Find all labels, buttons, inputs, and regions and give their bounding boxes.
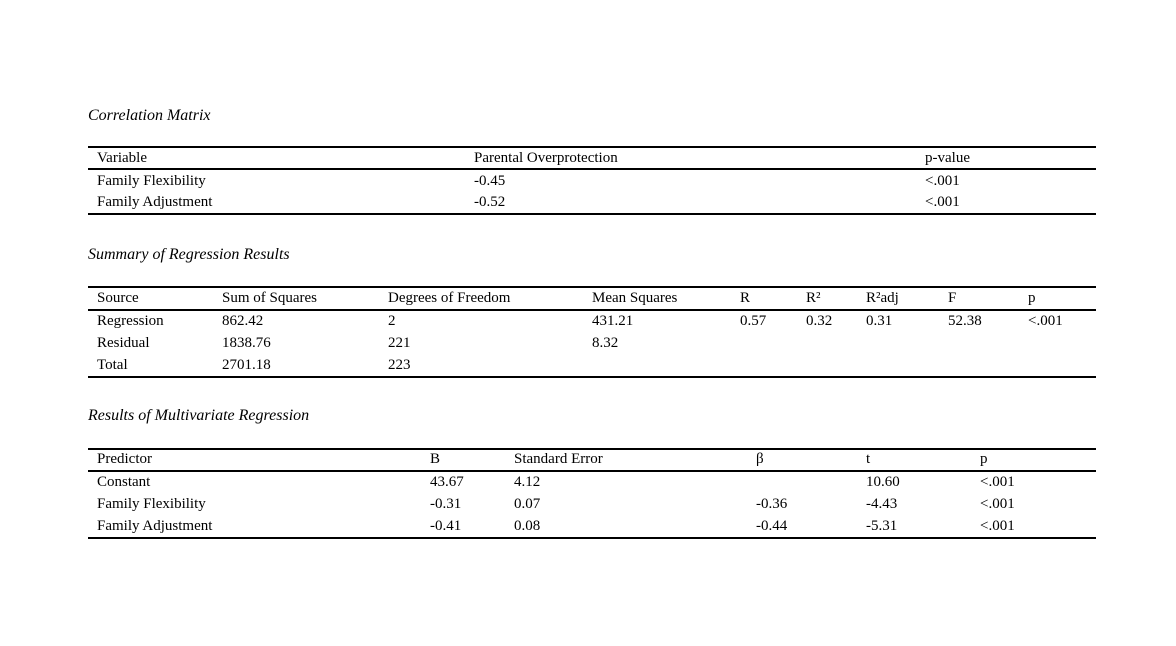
column-header: B: [430, 448, 514, 473]
table-header-row: Predictor B Standard Error β t p: [88, 448, 1096, 473]
column-header: t: [866, 448, 980, 473]
table-cell: Family Adjustment: [97, 518, 213, 535]
column-header: Mean Squares: [592, 287, 740, 311]
table-cell: [806, 354, 866, 376]
table-cell: [592, 354, 740, 376]
table-cell: Residual: [97, 334, 150, 351]
table-cell: -0.41: [430, 518, 462, 535]
table-row: Total 2701.18 223: [88, 354, 1096, 376]
table-cell: <.001: [1028, 312, 1063, 329]
table-cell: 431.21: [592, 312, 634, 329]
table-cell: Total: [97, 356, 128, 373]
section-title-regression-summary: Summary of Regression Results: [88, 246, 290, 264]
table-cell: 0.31: [866, 312, 893, 329]
table-cell: 0.08: [514, 518, 541, 535]
table-cell: [948, 332, 1028, 354]
correlation-matrix-table: Variable Parental Overprotection p-value…: [88, 146, 1096, 216]
table-cell: 221: [388, 334, 411, 351]
table-cell: 0.57: [740, 312, 767, 329]
section-title-correlation-matrix: Correlation Matrix: [88, 107, 211, 124]
column-header: p-value: [925, 147, 1096, 171]
table-cell: 862.42: [222, 312, 264, 329]
column-header: Degrees of Freedom: [388, 287, 592, 311]
column-header: Variable: [88, 147, 474, 171]
table-cell: 10.60: [866, 474, 900, 491]
table-cell: -0.52: [474, 193, 506, 210]
column-header: p: [980, 448, 1096, 473]
column-header: Standard Error: [514, 448, 756, 473]
column-header: F: [948, 287, 1028, 311]
table-cell: 0.07: [514, 496, 541, 513]
table-cell: [866, 354, 948, 376]
table-row: Family Flexibility -0.45 <.001: [88, 169, 1096, 191]
table-cell: 4.12: [514, 474, 541, 491]
table-cell: 43.67: [430, 474, 464, 491]
table-cell: Regression: [97, 312, 164, 329]
table-cell: -5.31: [866, 518, 898, 535]
table-cell: <.001: [925, 172, 960, 189]
section-title-multivariate-regression: Results of Multivariate Regression: [88, 406, 310, 424]
table-row: Family Adjustment -0.41 0.08 -0.44 -5.31…: [88, 516, 1096, 538]
table-cell: [806, 332, 866, 354]
column-header: Source: [88, 287, 222, 311]
table-cell: <.001: [980, 518, 1015, 535]
table-cell: <.001: [980, 474, 1015, 491]
table-row: Residual 1838.76 221 8.32: [88, 332, 1096, 354]
table-cell: -0.44: [756, 518, 788, 535]
table-cell: [1028, 332, 1096, 354]
table-cell: Family Adjustment: [97, 193, 213, 210]
table-cell: 223: [388, 356, 411, 373]
table-cell: 2701.18: [222, 356, 271, 373]
column-header: R²adj: [866, 287, 948, 311]
table-cell: [756, 471, 866, 493]
column-header: R²: [806, 287, 866, 311]
column-header: Sum of Squares: [222, 287, 388, 311]
column-header: p: [1028, 287, 1096, 311]
table-cell: 1838.76: [222, 334, 271, 351]
table-header-row: Variable Parental Overprotection p-value: [88, 147, 1096, 171]
table-cell: Family Flexibility: [97, 496, 206, 513]
multivariate-regression-table: Predictor B Standard Error β t p Constan…: [88, 447, 1096, 540]
table-cell: 8.32: [592, 334, 619, 351]
table-row: Constant 43.67 4.12 10.60 <.001: [88, 471, 1096, 493]
table-cell: [740, 354, 806, 376]
table-cell: 2: [388, 312, 396, 329]
table-cell: [948, 354, 1028, 376]
table-cell: Constant: [97, 474, 151, 491]
table-cell: 52.38: [948, 312, 982, 329]
table-cell: 0.32: [806, 312, 833, 329]
column-header: Predictor: [88, 448, 430, 473]
table-cell: [1028, 354, 1096, 376]
table-cell: <.001: [925, 193, 960, 210]
column-header: β: [756, 448, 866, 473]
column-header: R: [740, 287, 806, 311]
table-cell: Family Flexibility: [97, 172, 206, 189]
document-content: Correlation Matrix Variable Parental Ove…: [88, 107, 1096, 540]
table-cell: -4.43: [866, 496, 898, 513]
table-cell: -0.31: [430, 496, 462, 513]
table-row: Regression 862.42 2 431.21 0.57 0.32 0.3…: [88, 310, 1096, 332]
table-row: Family Adjustment -0.52 <.001: [88, 192, 1096, 214]
column-header: Parental Overprotection: [474, 147, 925, 171]
table-cell: <.001: [980, 496, 1015, 513]
table-row: Family Flexibility -0.31 0.07 -0.36 -4.4…: [88, 494, 1096, 516]
table-cell: -0.45: [474, 172, 506, 189]
table-header-row: Source Sum of Squares Degrees of Freedom…: [88, 287, 1096, 311]
regression-summary-table: Source Sum of Squares Degrees of Freedom…: [88, 286, 1096, 378]
table-cell: [740, 332, 806, 354]
table-cell: [866, 332, 948, 354]
table-cell: -0.36: [756, 496, 788, 513]
